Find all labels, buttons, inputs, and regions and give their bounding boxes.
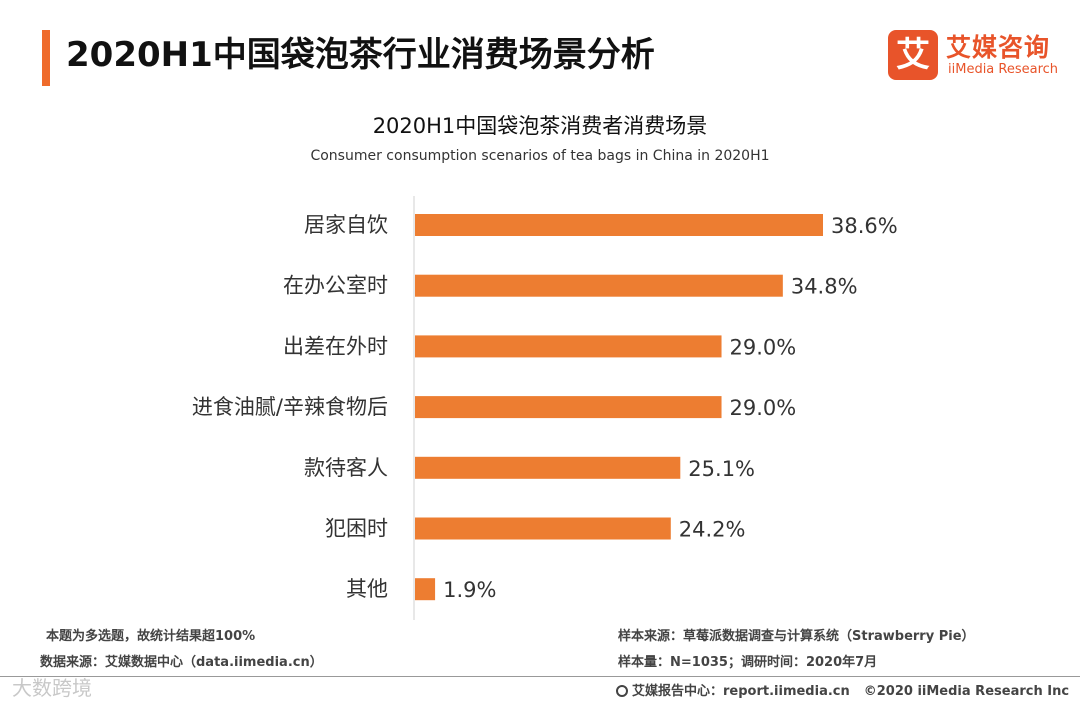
footer-divider: [0, 676, 1080, 677]
bar: [415, 578, 436, 601]
category-label: 其他: [346, 577, 388, 601]
category-label: 出差在外时: [283, 334, 388, 358]
bar: [415, 396, 722, 419]
watermark: 大数跨境: [12, 676, 92, 700]
multi-select-note: 本题为多选题，故统计结果超100%: [46, 629, 256, 644]
brand-name-cn: 艾媒咨询: [946, 33, 1051, 62]
data-label: 29.0%: [730, 335, 797, 359]
page-title: 2020H1中国袋泡茶行业消费场景分析: [66, 35, 655, 75]
category-label: 在办公室时: [283, 274, 388, 298]
title-accent-bar: [42, 30, 50, 86]
sample-source: 样本来源：草莓派数据调查与计算系统（Strawberry Pie）: [618, 629, 975, 644]
iimedia-logo-icon: 艾: [888, 30, 938, 80]
category-label: 款待客人: [304, 456, 388, 480]
category-label: 进食油腻/辛辣食物后: [192, 395, 388, 419]
data-label: 38.6%: [831, 214, 898, 238]
category-label: 居家自饮: [304, 213, 388, 237]
report-center-link[interactable]: 艾媒报告中心：report.iimedia.cn: [632, 684, 850, 699]
data-label: 34.8%: [791, 275, 858, 299]
category-label: 犯困时: [325, 517, 388, 541]
brand-logo[interactable]: 艾 艾媒咨询 iiMedia Research: [888, 28, 1068, 84]
chart-title: 2020H1中国袋泡茶消费者消费场景: [372, 114, 708, 138]
globe-icon: [616, 685, 628, 697]
chart-subtitle: Consumer consumption scenarios of tea ba…: [310, 148, 770, 164]
data-label: 25.1%: [688, 457, 755, 481]
bar: [415, 456, 681, 479]
data-label: 29.0%: [730, 396, 797, 420]
copyright: ©2020 iiMedia Research Inc: [863, 684, 1070, 699]
data-source: 数据来源：艾媒数据中心（data.iimedia.cn）: [40, 655, 323, 670]
data-label: 1.9%: [443, 578, 496, 602]
bar: [415, 517, 671, 540]
brand-name-en: iiMedia Research: [948, 62, 1059, 77]
sample-size: 样本量：N=1035；调研时间：2020年7月: [618, 655, 878, 670]
data-label: 24.2%: [679, 518, 746, 542]
bar: [415, 214, 823, 236]
footer-credits: 艾媒报告中心：report.iimedia.cn ©2020 iiMedia Re…: [616, 680, 1069, 699]
bar: [415, 274, 783, 297]
bar: [415, 335, 722, 358]
